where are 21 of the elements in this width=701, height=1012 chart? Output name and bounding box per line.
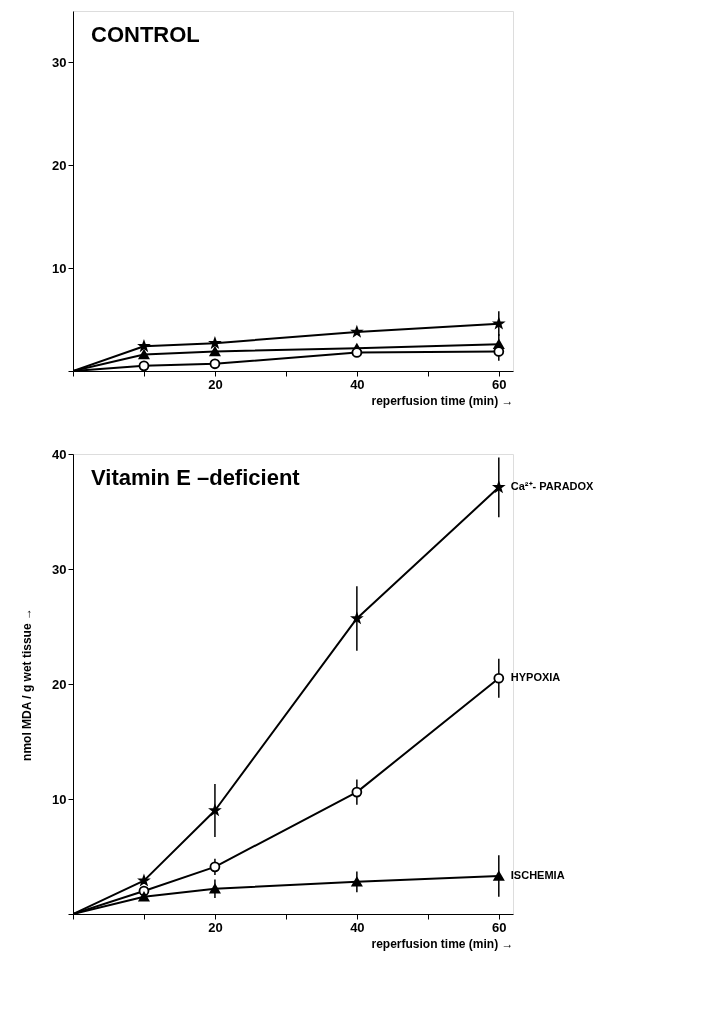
y-tick-label: 30 (52, 54, 67, 70)
x-tick-label: 40 (350, 919, 365, 935)
x-axis-title: reperfusion time (min) → (371, 393, 514, 408)
series-label: HYPOXIA (510, 671, 561, 684)
x-axis-title: reperfusion time (min) → (371, 936, 514, 951)
x-tick-label: 40 (350, 376, 365, 392)
y-tick-label: 10 (52, 791, 67, 807)
y-tick-label: 20 (52, 676, 67, 692)
series-label: Ca²⁺- PARADOX (510, 480, 595, 493)
text: Vitamin E –deficient (91, 465, 301, 490)
x-tick-label: 60 (492, 376, 507, 392)
y-tick-label: 40 (52, 446, 67, 462)
y-tick-label: 30 (52, 561, 67, 577)
text: CONTROL (91, 22, 200, 47)
x-tick-label: 60 (492, 919, 507, 935)
series-label: ISCHEMIA (510, 869, 565, 882)
y-axis-title: nmol MDA / g wet tissue → (20, 608, 35, 761)
x-tick-label: 20 (208, 919, 223, 935)
y-tick-label: 20 (52, 157, 67, 173)
y-tick-label: 10 (52, 260, 67, 276)
x-tick-label: 20 (208, 376, 223, 392)
